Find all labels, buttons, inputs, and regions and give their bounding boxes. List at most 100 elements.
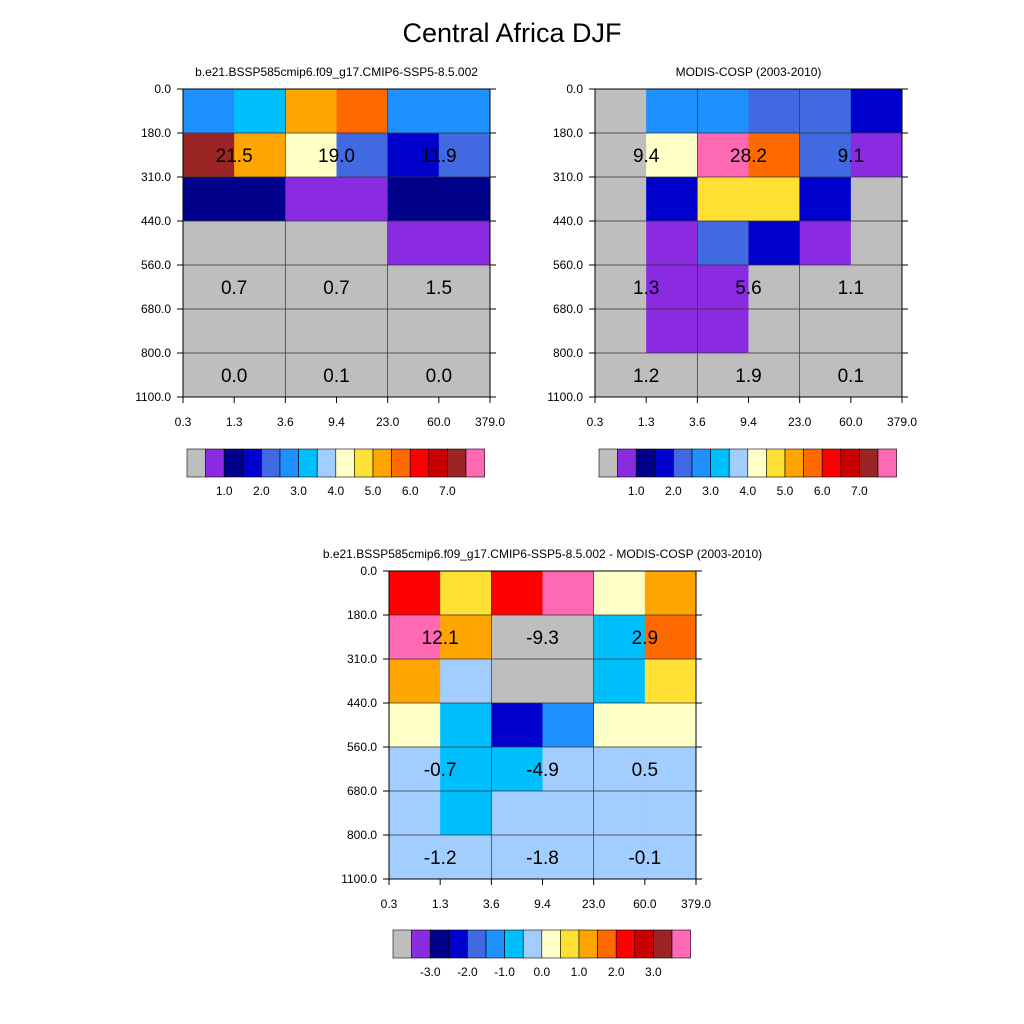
- heatmap-cell: [697, 221, 749, 266]
- heatmap-cell: [336, 177, 389, 222]
- heatmap-cell: [850, 133, 903, 178]
- heatmap-cell: [438, 133, 491, 178]
- y-tick-label: 180.0: [553, 126, 583, 140]
- heatmap-cell: [595, 221, 647, 266]
- colorbar-swatch: [671, 929, 691, 959]
- heatmap-cell: [542, 703, 595, 748]
- heatmap-cell: [593, 615, 646, 660]
- x-tick-label: 0.3: [381, 897, 398, 911]
- heatmap-cell: [440, 571, 492, 616]
- data-label: 11.9: [421, 146, 457, 167]
- data-label: 0.1: [323, 366, 349, 387]
- data-label: 2.9: [632, 628, 658, 649]
- heatmap-cell: [438, 89, 491, 134]
- heatmap-cell: [850, 221, 903, 266]
- heatmap-cell: [850, 309, 903, 354]
- heatmap-cell: [697, 177, 749, 222]
- colorbar-label: 7.0: [851, 484, 868, 498]
- heatmap-cell: [234, 221, 286, 266]
- heatmap-cell: [285, 133, 337, 178]
- y-tick-label: 310.0: [553, 170, 583, 184]
- heatmap-cell: [389, 659, 441, 704]
- heatmap-cell: [285, 309, 337, 354]
- data-label: 5.6: [735, 278, 761, 299]
- heatmap-cell: [491, 747, 543, 792]
- colorbar-swatch: [653, 929, 673, 959]
- heatmap-cell: [850, 353, 903, 398]
- heatmap-cell: [697, 265, 749, 310]
- heatmap-cell: [593, 659, 646, 704]
- y-tick-label: 310.0: [347, 652, 377, 666]
- y-tick-label: 800.0: [553, 346, 583, 360]
- heatmap-cell: [387, 309, 440, 354]
- heatmap-cell: [748, 221, 801, 266]
- heatmap-cell: [491, 835, 543, 880]
- heatmap-cell: [646, 133, 698, 178]
- heatmap-cell: [440, 659, 492, 704]
- y-tick-label: 680.0: [141, 302, 171, 316]
- heatmap-cell: [440, 703, 492, 748]
- y-tick-label: 560.0: [347, 740, 377, 754]
- heatmap-cell: [438, 221, 491, 266]
- data-label: 0.7: [221, 278, 247, 299]
- colorbar-label: 6.0: [814, 484, 831, 498]
- y-tick-label: 800.0: [141, 346, 171, 360]
- data-label: -1.2: [424, 848, 457, 869]
- data-label: 9.1: [838, 146, 864, 167]
- heatmap-cell: [646, 89, 698, 134]
- heatmap-cell: [440, 835, 492, 880]
- y-tick-label: 0.0: [360, 564, 377, 578]
- heatmap-cell: [646, 221, 698, 266]
- heatmap-cell: [644, 571, 697, 616]
- heatmap-cell: [697, 89, 749, 134]
- heatmap-cell: [593, 747, 646, 792]
- x-tick-label: 1.3: [638, 415, 655, 429]
- x-tick-label: 9.4: [740, 415, 757, 429]
- colorbar-label: 7.0: [439, 484, 456, 498]
- y-tick-label: 680.0: [347, 784, 377, 798]
- x-tick-label: 0.3: [175, 415, 192, 429]
- colorbar-label: 3.0: [645, 965, 662, 979]
- heatmap-cell: [389, 615, 441, 660]
- heatmap-cell: [387, 177, 440, 222]
- heatmap-cell: [799, 89, 852, 134]
- heatmap-cell: [234, 89, 286, 134]
- heatmap-cell: [234, 133, 286, 178]
- colorbar-label: 2.0: [253, 484, 270, 498]
- colorbar-swatch: [634, 929, 654, 959]
- heatmap-cell: [748, 177, 801, 222]
- heatmap-cell: [285, 89, 337, 134]
- heatmap-cell: [646, 353, 698, 398]
- data-label: -0.7: [424, 760, 457, 781]
- heatmap-cell: [491, 791, 543, 836]
- heatmap-cell: [234, 309, 286, 354]
- data-label: 1.9: [735, 366, 761, 387]
- y-tick-label: 440.0: [553, 214, 583, 228]
- colorbar-label: 5.0: [777, 484, 794, 498]
- heatmap-cell: [595, 133, 647, 178]
- heatmap-cell: [387, 133, 440, 178]
- data-label: 0.0: [426, 366, 452, 387]
- heatmap-cell: [285, 221, 337, 266]
- heatmap-cell: [438, 353, 491, 398]
- x-tick-label: 60.0: [427, 415, 451, 429]
- heatmap-cell: [438, 265, 491, 310]
- heatmap-cell: [595, 353, 647, 398]
- heatmap-cell: [799, 265, 852, 310]
- colorbar-label: 0.0: [533, 965, 550, 979]
- colorbar-label: 6.0: [402, 484, 419, 498]
- heatmap-cell: [646, 309, 698, 354]
- heatmap-cell: [183, 89, 235, 134]
- data-label: 28.2: [730, 146, 767, 167]
- colorbar-swatch: [560, 929, 580, 959]
- y-tick-label: 310.0: [141, 170, 171, 184]
- x-tick-label: 60.0: [839, 415, 863, 429]
- heatmap-cell: [183, 309, 235, 354]
- colorbar-label: 3.0: [290, 484, 307, 498]
- colorbar-swatch: [597, 929, 617, 959]
- heatmap-cell: [799, 177, 852, 222]
- heatmap-cell: [748, 265, 801, 310]
